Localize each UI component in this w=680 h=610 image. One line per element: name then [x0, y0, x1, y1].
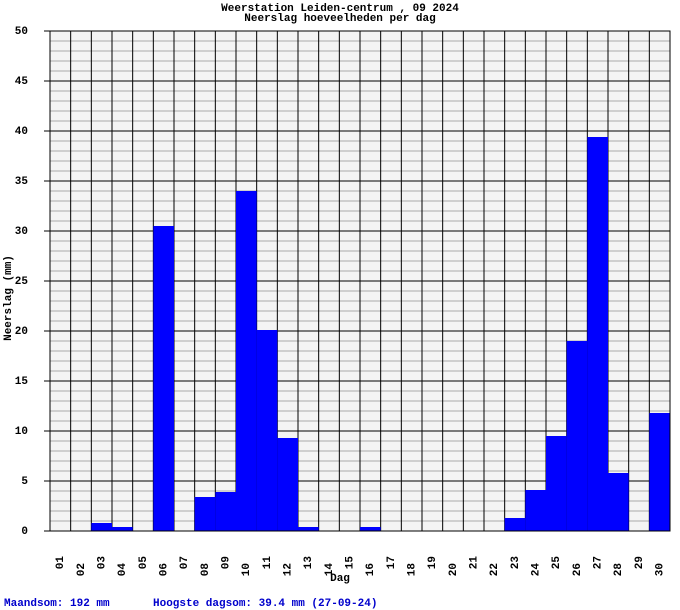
x-tick-label: 04 [117, 563, 129, 577]
plot-border [49, 30, 671, 532]
footer-note: Maandsom: 192 mm [4, 598, 110, 610]
x-tick-label: 25 [551, 556, 563, 570]
footer-note: Hoogste dagsom: 39.4 mm (27-09-24) [153, 598, 377, 610]
x-tick-label: 07 [179, 556, 191, 569]
x-tick-label: 21 [469, 556, 481, 570]
x-tick-label: 08 [200, 563, 212, 577]
bar [546, 436, 567, 531]
x-tick-label: 30 [655, 563, 667, 576]
bar [215, 492, 236, 531]
y-tick-label: 20 [15, 326, 28, 338]
y-tick-label: 10 [15, 426, 28, 438]
y-tick-label: 35 [15, 176, 29, 188]
bar [566, 341, 588, 531]
x-tick-label: 02 [76, 563, 88, 576]
bar [649, 413, 670, 531]
x-tick-label: 03 [97, 556, 109, 570]
x-tick-label: 20 [448, 563, 460, 576]
bar [256, 330, 278, 531]
bar [277, 438, 298, 531]
x-tick-label: 19 [427, 556, 439, 569]
bar [112, 527, 133, 531]
x-tick-label: 10 [241, 563, 253, 576]
y-tick-label: 40 [15, 126, 28, 138]
bar [153, 226, 174, 531]
y-tick-label: 45 [15, 76, 29, 88]
x-tick-label: 18 [407, 563, 419, 577]
y-tick-label: 30 [15, 226, 28, 238]
x-tick-label: 22 [489, 563, 501, 576]
bar [525, 490, 546, 531]
y-tick-label: 50 [15, 26, 28, 38]
x-tick-label: 11 [262, 556, 274, 570]
x-tick-label: 29 [634, 556, 646, 569]
x-tick-label: 14 [324, 563, 336, 577]
x-tick-label: 27 [593, 556, 605, 569]
bar [298, 527, 319, 531]
bar [587, 137, 608, 531]
x-tick-label: 24 [531, 563, 543, 577]
x-tick-label: 26 [572, 563, 584, 576]
y-tick-label: 5 [21, 476, 28, 488]
y-axis-label: Neerslag (mm) [3, 255, 15, 341]
bar [194, 497, 216, 531]
bar [360, 527, 381, 531]
x-axis-label: Dag [330, 573, 350, 585]
x-tick-label: 13 [303, 556, 315, 570]
x-tick-label: 17 [386, 556, 398, 569]
y-tick-label: 15 [15, 376, 29, 388]
x-tick-label: 15 [345, 556, 357, 570]
y-tick-label: 25 [15, 276, 29, 288]
x-tick-label: 01 [55, 556, 67, 570]
chart-title: Weerstation Leiden-centrum , 09 2024 [221, 3, 459, 15]
x-tick-label: 28 [613, 563, 625, 577]
bar [236, 191, 257, 531]
bar [608, 473, 629, 531]
x-tick-label: 09 [221, 556, 233, 569]
x-tick-label: 23 [510, 556, 522, 570]
bar [504, 518, 526, 531]
x-tick-label: 05 [138, 556, 150, 570]
y-tick-label: 0 [21, 526, 28, 538]
x-tick-label: 06 [159, 563, 171, 576]
bar [91, 523, 112, 531]
x-tick-label: 12 [283, 563, 295, 576]
chart-subtitle: Neerslag hoeveelheden per dag [244, 13, 435, 25]
x-tick-label: 16 [365, 563, 377, 576]
